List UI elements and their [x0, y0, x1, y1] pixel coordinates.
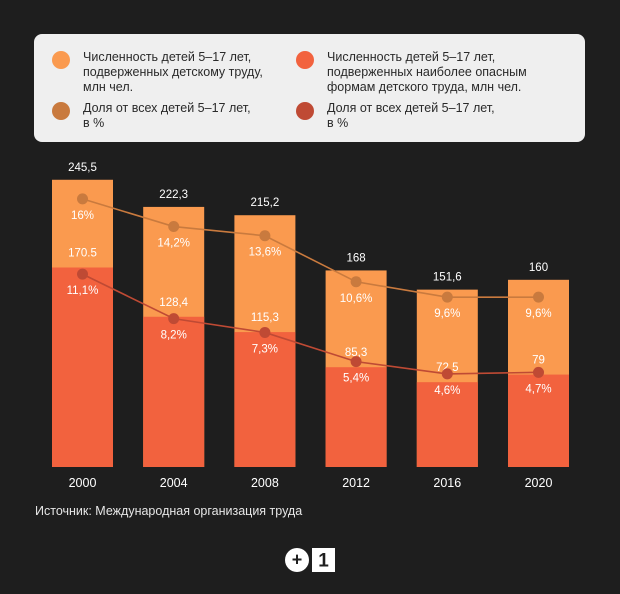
- bar-total-label-2000: 245,5: [68, 162, 97, 174]
- bar-hazardous-2000: [52, 267, 113, 467]
- point-label-share-0-2008: 13,6%: [249, 247, 282, 259]
- line-share-1: [82, 273, 539, 375]
- bar-hazardous-2004: [143, 316, 205, 467]
- point-share-0-2020: [533, 291, 544, 303]
- point-share-1-2008: [259, 326, 271, 338]
- point-share-1-2004: [168, 313, 180, 325]
- bar-hazardous-2008: [234, 332, 296, 467]
- legend-label-child-labour: Численность детей 5–17 лет, подверженных…: [83, 50, 263, 94]
- legend-item-share-total: Доля от всех детей 5–17 лет, в %: [52, 101, 251, 131]
- point-share-0-2008: [259, 230, 271, 242]
- bar-total-label-2020: 160: [529, 262, 548, 274]
- bar-total-label-2016: 151,6: [433, 272, 462, 284]
- bar-total-label-2004: 222,3: [159, 189, 188, 201]
- chart: 245,5 170.5 2000 222,3 128,4 2004 215,2 115,3 20…: [52, 162, 569, 490]
- point-share-0-2016: [441, 291, 453, 303]
- point-label-share-1-2004: 8,2%: [161, 330, 187, 342]
- bar-total-label-2012: 168: [347, 252, 366, 264]
- x-tick-2012: 2012: [342, 476, 370, 490]
- legend-item-hazardous: Численность детей 5–17 лет, подверженных…: [296, 50, 527, 95]
- point-label-share-0-2016: 9,6%: [434, 308, 460, 320]
- bar-total-label-2008: 215,2: [251, 197, 280, 209]
- source-note: Источник: Международная организация труд…: [35, 504, 303, 518]
- bar-hazardous-label-2016: 72,5: [436, 362, 458, 374]
- point-label-share-1-2008: 7,3%: [252, 343, 278, 355]
- point-share-1-2012: [350, 356, 362, 368]
- point-label-share-1-2012: 5,4%: [343, 373, 369, 385]
- legend-swatch-share-hazardous: [296, 102, 314, 120]
- x-tick-2000: 2000: [69, 476, 97, 490]
- bar-hazardous-label-2000: 170.5: [68, 248, 97, 260]
- x-tick-2008: 2008: [251, 476, 279, 490]
- legend-item-share-hazardous: Доля от всех детей 5–17 лет, в %: [296, 101, 495, 131]
- bar-hazardous-2012: [325, 367, 387, 467]
- legend-label-share-total: Доля от всех детей 5–17 лет, в %: [83, 101, 251, 130]
- bar-hazardous-2020: [508, 374, 569, 467]
- logo-one: 1: [318, 551, 329, 572]
- logo: + 1: [285, 548, 335, 572]
- logo-box: [312, 548, 335, 572]
- legend-swatch-child-labour: [52, 51, 70, 69]
- point-label-share-1-2000: 11,1%: [67, 285, 99, 297]
- point-label-share-1-2016: 4,6%: [434, 385, 460, 397]
- x-tick-2020: 2020: [525, 476, 553, 490]
- line-share-0: [82, 198, 539, 298]
- legend: Численность детей 5–17 лет, подверженных…: [34, 34, 585, 142]
- x-tick-2004: 2004: [160, 476, 188, 490]
- legend-swatch-share-total: [52, 102, 70, 120]
- legend-label-share-hazardous: Доля от всех детей 5–17 лет, в %: [327, 101, 495, 130]
- bar-hazardous-label-2004: 128,4: [159, 297, 188, 309]
- point-share-1-2016: [441, 368, 453, 380]
- bar-hazardous-label-2012: 85,3: [345, 347, 367, 359]
- point-label-share-0-2004: 14,2%: [157, 238, 190, 250]
- point-label-share-0-2012: 10,6%: [340, 293, 373, 305]
- point-share-1-2000: [77, 268, 88, 280]
- logo-circle: [285, 548, 309, 572]
- bar-hazardous-label-2008: 115,3: [251, 312, 279, 324]
- point-label-share-1-2020: 4,7%: [525, 383, 551, 395]
- bar-hazardous-2016: [416, 382, 478, 467]
- legend-label-hazardous: Численность детей 5–17 лет, подверженных…: [327, 50, 527, 94]
- logo-plus: +: [292, 550, 303, 570]
- legend-swatch-hazardous: [296, 51, 314, 69]
- point-label-share-0-2000: 16%: [71, 210, 94, 222]
- point-share-1-2020: [533, 366, 544, 378]
- x-tick-2016: 2016: [433, 476, 461, 490]
- point-label-share-0-2020: 9,6%: [525, 308, 551, 320]
- bar-hazardous-label-2020: 79: [532, 355, 545, 367]
- point-share-0-2000: [77, 193, 88, 205]
- legend-item-child-labour: Численность детей 5–17 лет, подверженных…: [52, 50, 263, 95]
- point-share-0-2012: [350, 276, 362, 288]
- point-share-0-2004: [168, 221, 180, 233]
